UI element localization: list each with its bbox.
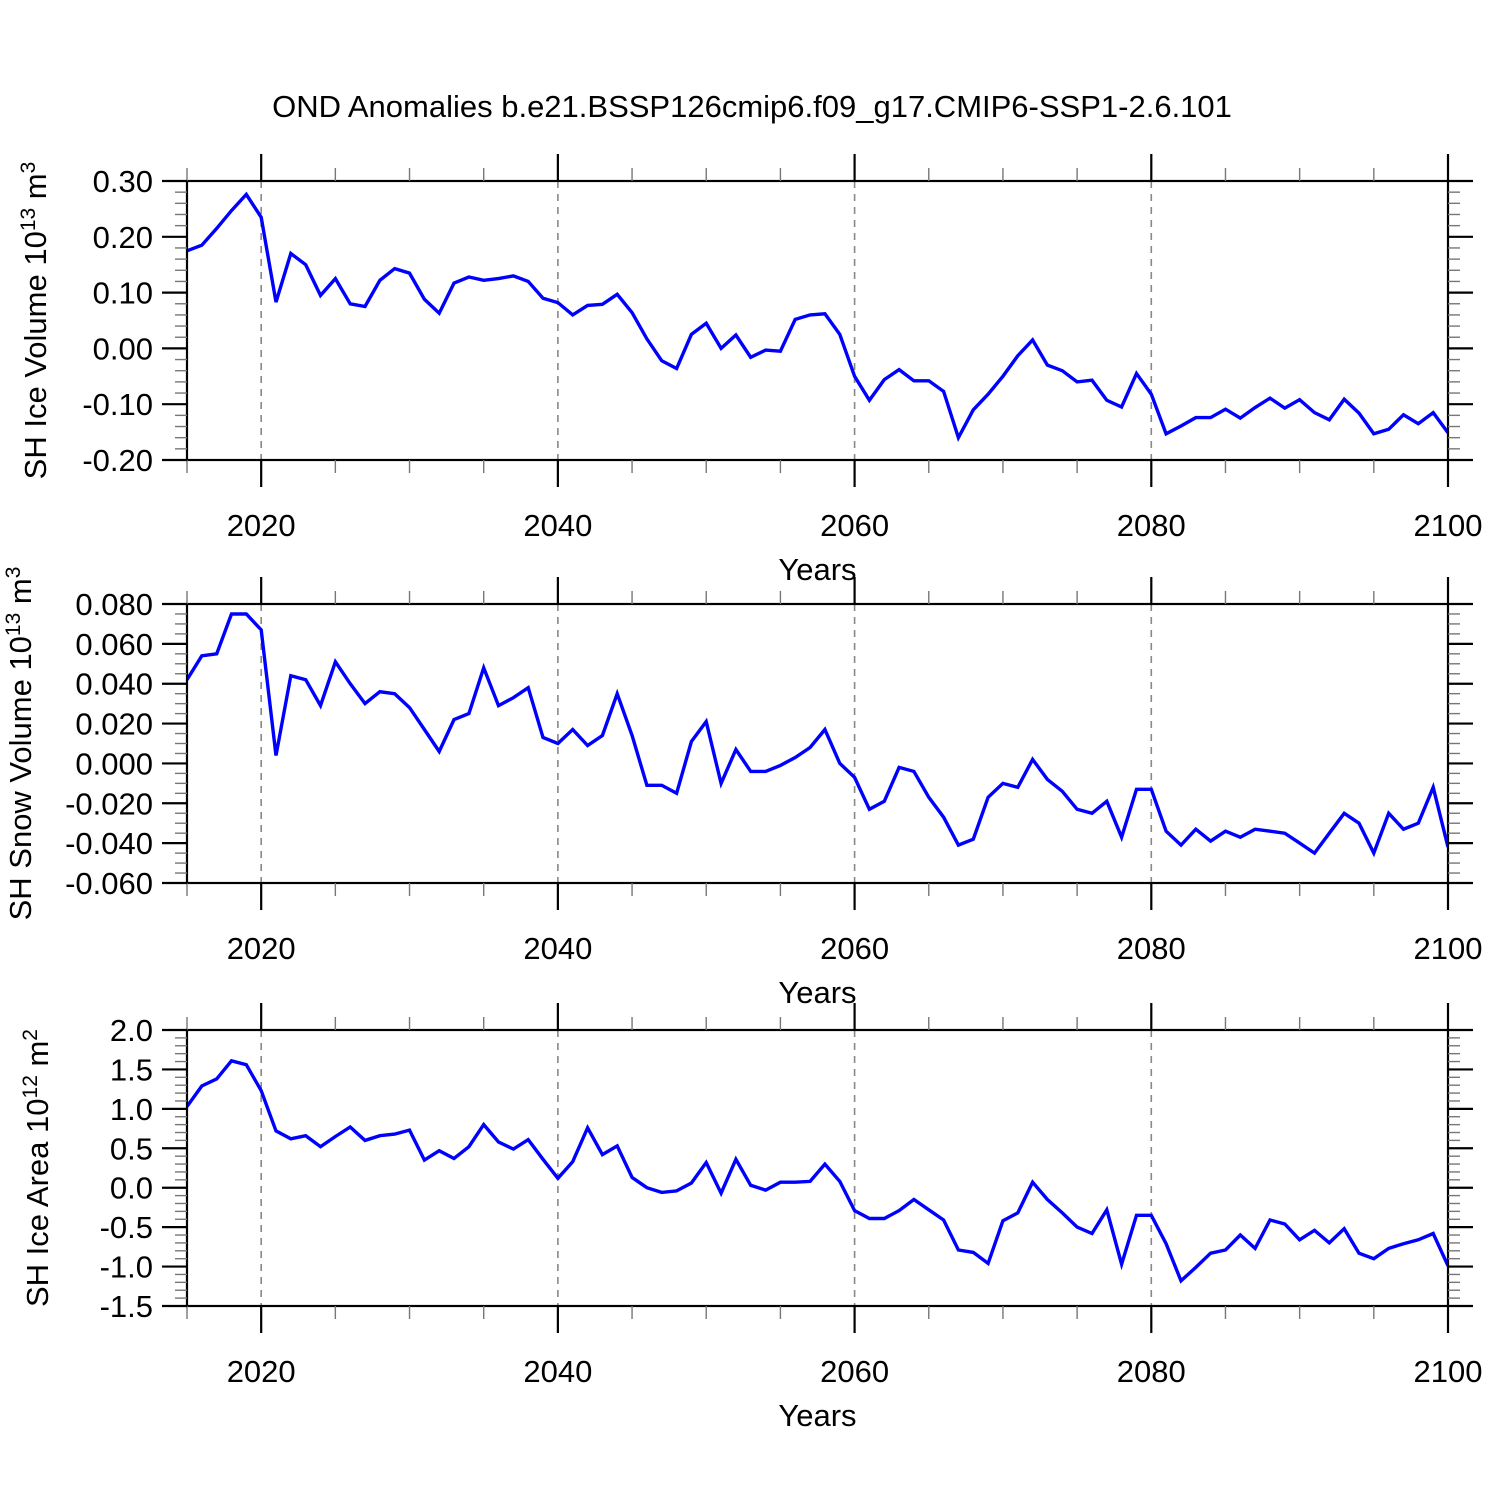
y-tick-label-sh-ice-area-1.5: 1.5 [110,1052,153,1087]
plot-border-sh-ice-volume [185,179,1450,462]
y-tick-label-sh-snow-volume--0.040: -0.040 [65,826,153,861]
y-tick-label-sh-ice-area-0.0: 0.0 [110,1171,153,1206]
y-tick-label-sh-ice-volume-0.00: 0.00 [93,331,153,366]
y-tick-label-sh-ice-area--0.5: -0.5 [100,1210,153,1245]
x-tick-label-2020: 2020 [227,1354,296,1389]
x-tick-label-2040: 2040 [523,508,592,543]
y-tick-label-sh-snow-volume-0.040: 0.040 [75,667,153,702]
y-axis-label-sh-snow-volume: SH Snow Volume 1013 m3 [2,567,38,921]
y-tick-label-sh-snow-volume-0.020: 0.020 [75,707,153,742]
panel-sh-snow-volume: 2020 2040 2060 2080 2100 0.080 0.060 0.040 0.020… [2,567,1482,1010]
x-axis-label-sh-ice-area: Years [778,1398,856,1433]
data-line-sh-snow-volume [187,612,1448,858]
x-tick-label-2080: 2080 [1117,931,1186,966]
y-tick-label-sh-ice-area--1.5: -1.5 [100,1289,153,1324]
x-tick-label-2100: 2100 [1414,1354,1483,1389]
y-tick-label-sh-snow-volume-0.080: 0.080 [75,587,153,622]
y-axis-label-sh-ice-area: SH Ice Area 1012 m2 [19,1029,55,1307]
x-tick-label-2040: 2040 [523,931,592,966]
panel-sh-ice-area: 2020 2040 2060 2080 2100 2.0 1.5 1.0 0.5 0.0 -0.5 -… [19,1003,1482,1433]
x-tick-label-2060: 2060 [820,931,889,966]
panel-sh-ice-volume: 2020 2040 2060 2080 2100 0.30 0.20 0.10 0.00 -0.1… [17,154,1482,587]
x-tick-label-2020: 2020 [227,508,296,543]
x-tick-label-2020: 2020 [227,931,296,966]
plot-border-sh-snow-volume [185,602,1450,885]
x-tick-label-2100: 2100 [1414,508,1483,543]
y-tick-label-sh-ice-volume-0.10: 0.10 [93,276,153,311]
x-tick-label-2040: 2040 [523,1354,592,1389]
data-line-sh-ice-volume [187,191,1448,443]
y-tick-label-sh-ice-volume--0.20: -0.20 [82,443,153,478]
x-tick-label-2060: 2060 [820,1354,889,1389]
y-tick-label-sh-ice-area--1.0: -1.0 [100,1250,153,1285]
x-tick-label-2080: 2080 [1117,1354,1186,1389]
y-tick-label-sh-ice-volume-0.30: 0.30 [93,164,153,199]
y-tick-label-sh-snow-volume-0.000: 0.000 [75,746,153,781]
plot-border-sh-ice-area [185,1028,1450,1308]
data-line-sh-ice-area [187,1058,1448,1284]
y-tick-label-sh-ice-area-0.5: 0.5 [110,1131,153,1166]
x-tick-label-2080: 2080 [1117,508,1186,543]
y-tick-label-sh-snow-volume-0.060: 0.060 [75,627,153,662]
chart-title: OND Anomalies b.e21.BSSP126cmip6.f09_g17… [272,89,1232,124]
x-axis-label-sh-ice-volume: Years [778,552,856,587]
x-tick-label-2100: 2100 [1414,931,1483,966]
x-axis-label-sh-snow-volume: Years [778,975,856,1010]
y-tick-label-sh-ice-area-2.0: 2.0 [110,1013,153,1048]
y-tick-label-sh-ice-volume--0.10: -0.10 [82,387,153,422]
x-tick-label-2060: 2060 [820,508,889,543]
y-tick-label-sh-snow-volume--0.060: -0.060 [65,866,153,901]
y-axis-label-sh-ice-volume: SH Ice Volume 1013 m3 [17,162,53,480]
y-tick-label-sh-snow-volume--0.020: -0.020 [65,786,153,821]
y-tick-label-sh-ice-area-1.0: 1.0 [110,1092,153,1127]
y-tick-label-sh-ice-volume-0.20: 0.20 [93,220,153,255]
